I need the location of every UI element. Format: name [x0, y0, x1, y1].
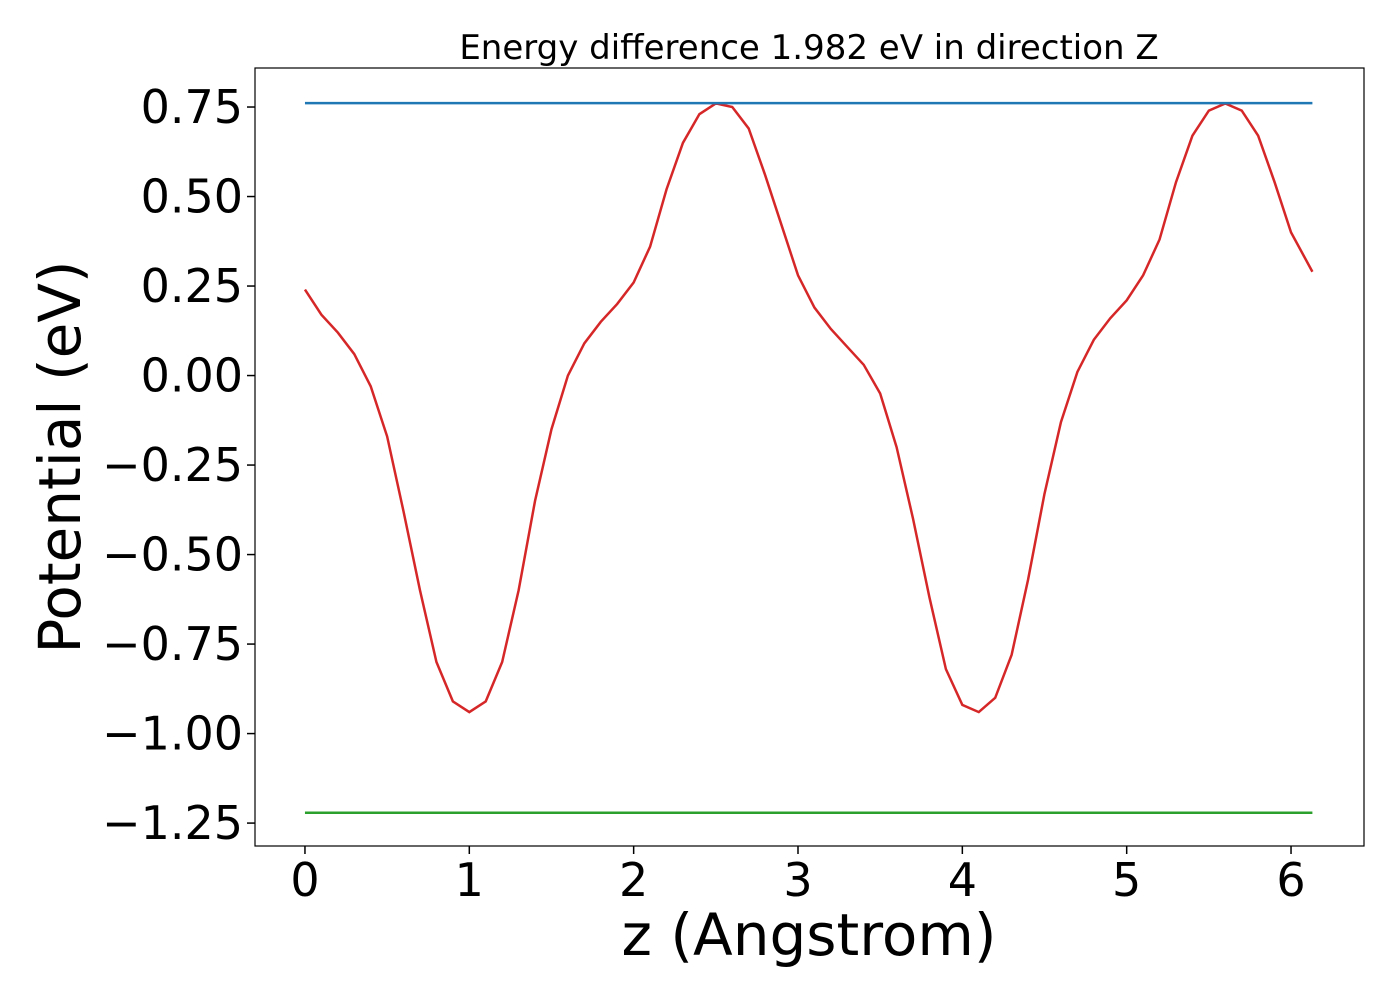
plot-frame — [254, 67, 1365, 847]
line-series — [303, 102, 1314, 714]
x-axis-label: z (Angstrom) — [622, 901, 997, 969]
y-tick-label: −0.25 — [102, 438, 243, 492]
y-tick-label: −0.50 — [102, 528, 243, 582]
y-tick-label: 0.25 — [141, 259, 243, 313]
x-tick-label: 3 — [783, 853, 812, 907]
y-tick-label: −1.25 — [102, 796, 243, 850]
y-axis-label: Potential (eV) — [26, 260, 94, 653]
x-tick-label: 6 — [1276, 853, 1305, 907]
x-tick-label: 2 — [619, 853, 648, 907]
x-tick-label: 0 — [290, 853, 319, 907]
y-tick-label: −0.75 — [102, 617, 243, 671]
y-tick-label: 0.50 — [141, 170, 243, 224]
y-tick-label: −1.00 — [102, 707, 243, 761]
y-tick-label: 0.00 — [141, 349, 243, 403]
x-tick-label: 1 — [455, 853, 484, 907]
chart-title: Energy difference 1.982 eV in direction … — [459, 28, 1158, 68]
x-tick-label: 5 — [1112, 853, 1141, 907]
x-tick-label: 4 — [948, 853, 977, 907]
y-tick-label: 0.75 — [141, 80, 243, 134]
